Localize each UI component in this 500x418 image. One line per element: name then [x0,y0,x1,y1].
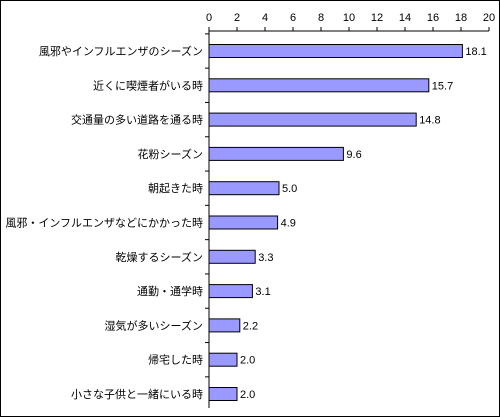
category-label: 小さな子供と一緒にいる時 [71,387,203,401]
category-label: 通勤・通学時 [137,284,203,298]
x-tick-label: 18 [455,12,467,24]
x-tick-label: 0 [206,12,212,24]
x-tick-label: 14 [399,12,411,24]
category-label: 風邪やインフルエンザのシーズン [39,44,203,58]
bar [208,44,463,58]
x-tick-label: 12 [371,12,383,24]
category-label: 近くに喫煙者がいる時 [93,78,203,92]
bar [208,249,256,264]
bar [208,78,430,93]
bar [208,387,238,401]
data-label: 14.8 [419,115,440,127]
category-label: 花粉シーズン [138,147,203,161]
x-tick-label: 20 [483,12,495,24]
bar [208,318,241,333]
data-label: 2.0 [240,355,255,367]
x-tick-label: 16 [427,12,439,24]
bar [208,215,279,230]
data-label: 9.6 [346,149,361,161]
bar [208,284,253,299]
category-label: 乾燥するシーズン [116,250,203,264]
category-label: 交通量の多い道路を通る時 [71,113,203,127]
data-label: 2.2 [243,320,258,332]
data-label: 5.0 [282,183,297,195]
data-label: 18.1 [465,46,486,58]
data-label: 2.0 [240,389,255,401]
x-tick-label: 10 [343,12,355,24]
x-tick-label: 8 [318,12,324,24]
bar [208,146,344,161]
category-label: 風邪・インフルエンザなどにかかった時 [5,217,203,230]
category-label: 帰宅した時 [148,353,203,367]
data-label: 3.1 [255,286,270,298]
x-tick-label: 2 [234,12,240,24]
category-label: 朝起きた時 [148,182,203,195]
data-label: 3.3 [258,252,273,264]
x-tick-label: 6 [290,12,296,24]
bar [208,181,280,196]
data-label: 15.7 [432,80,453,92]
category-label: 湿気が多いシーズン [105,318,203,332]
bar [208,352,238,367]
bar [208,112,417,127]
data-label: 4.9 [281,218,296,230]
x-tick-label: 4 [262,12,268,24]
